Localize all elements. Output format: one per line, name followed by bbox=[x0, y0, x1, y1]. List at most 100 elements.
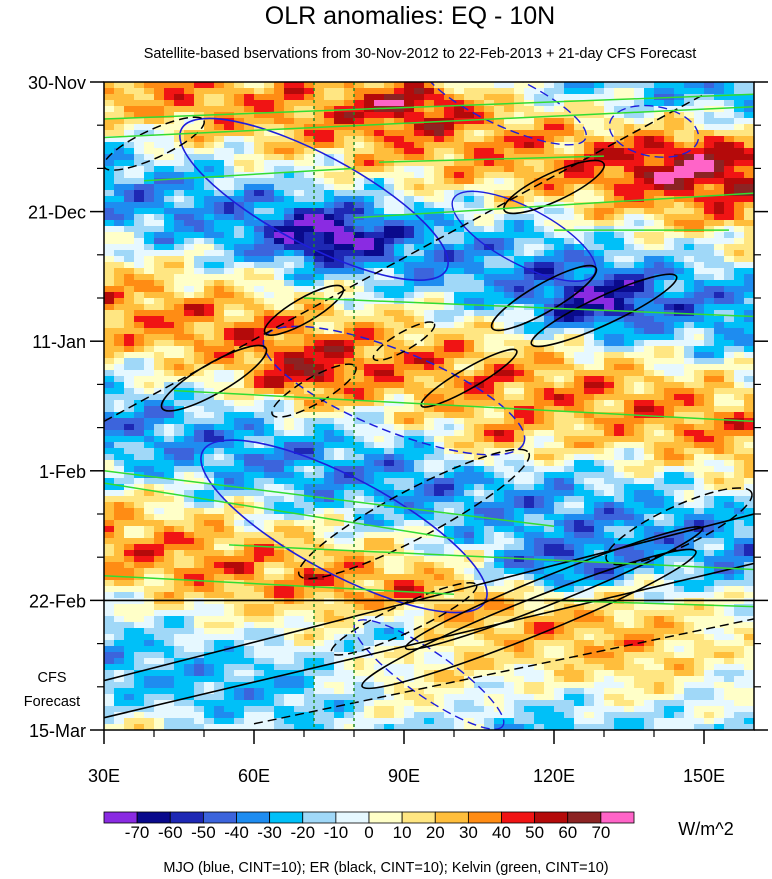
heat-cell bbox=[274, 208, 285, 215]
heat-cell bbox=[384, 388, 395, 395]
heat-cell bbox=[164, 304, 175, 311]
heat-cell bbox=[314, 346, 325, 353]
heat-cell bbox=[344, 178, 355, 185]
heat-cell bbox=[554, 454, 565, 461]
heat-cell bbox=[344, 496, 355, 503]
heat-cell bbox=[114, 280, 125, 287]
heat-cell bbox=[604, 406, 615, 413]
heat-cell bbox=[334, 112, 345, 119]
heat-cell bbox=[674, 202, 685, 209]
heat-cell bbox=[744, 250, 754, 257]
heat-cell bbox=[104, 232, 115, 239]
heat-cell bbox=[134, 184, 145, 191]
heat-cell bbox=[264, 148, 275, 155]
heat-cell bbox=[364, 322, 375, 329]
heat-cell bbox=[414, 442, 425, 449]
heat-cell bbox=[534, 292, 545, 299]
heat-cell bbox=[104, 352, 115, 359]
heat-cell bbox=[564, 250, 575, 257]
heat-cell bbox=[494, 190, 505, 197]
heat-cell bbox=[274, 244, 285, 251]
heat-cell bbox=[294, 274, 305, 281]
heat-cell bbox=[654, 454, 665, 461]
heat-cell bbox=[144, 244, 155, 251]
heat-cell bbox=[574, 136, 585, 143]
heat-cell bbox=[454, 304, 465, 311]
heat-cell bbox=[524, 292, 535, 299]
heat-cell bbox=[304, 94, 315, 101]
heat-cell bbox=[164, 364, 175, 371]
heat-cell bbox=[464, 88, 475, 95]
heat-cell bbox=[204, 430, 215, 437]
heat-cell bbox=[254, 178, 265, 185]
heat-cell bbox=[444, 418, 455, 425]
heat-cell bbox=[384, 424, 395, 431]
heat-cell bbox=[344, 118, 355, 125]
heat-cell bbox=[604, 238, 615, 245]
heat-cell bbox=[364, 220, 375, 227]
heat-cell bbox=[744, 172, 754, 179]
heat-cell bbox=[264, 142, 275, 149]
heat-cell bbox=[664, 526, 675, 533]
heat-cell bbox=[534, 334, 545, 341]
heat-cell bbox=[324, 448, 335, 455]
heat-cell bbox=[474, 148, 485, 155]
heat-cell bbox=[524, 268, 535, 275]
heat-cell bbox=[394, 364, 405, 371]
heat-cell bbox=[604, 286, 615, 293]
heat-cell bbox=[724, 190, 735, 197]
heat-cell bbox=[584, 196, 595, 203]
heat-cell bbox=[614, 142, 625, 149]
heat-cell bbox=[744, 130, 754, 137]
heat-cell bbox=[394, 412, 405, 419]
heat-cell bbox=[484, 514, 495, 521]
heat-cell bbox=[624, 244, 635, 251]
heat-cell bbox=[664, 424, 675, 431]
heat-cell bbox=[494, 178, 505, 185]
heat-cell bbox=[744, 490, 754, 497]
heat-cell bbox=[724, 262, 735, 269]
heat-cell bbox=[454, 466, 465, 473]
heat-cell bbox=[204, 160, 215, 167]
heat-cell bbox=[594, 412, 605, 419]
heat-cell bbox=[734, 526, 745, 533]
heat-cell bbox=[714, 454, 725, 461]
heat-cell bbox=[284, 166, 295, 173]
heat-cell bbox=[684, 118, 695, 125]
heat-cell bbox=[384, 322, 395, 329]
heat-cell bbox=[224, 484, 235, 491]
heat-cell bbox=[154, 448, 165, 455]
heat-cell bbox=[394, 292, 405, 299]
heat-cell bbox=[384, 376, 395, 383]
heat-cell bbox=[504, 142, 515, 149]
heat-cell bbox=[154, 526, 165, 533]
heat-cell bbox=[694, 130, 705, 137]
heat-cell bbox=[554, 508, 565, 515]
heat-cell bbox=[194, 520, 205, 527]
heat-cell bbox=[124, 178, 135, 185]
heat-cell bbox=[294, 412, 305, 419]
heat-cell bbox=[474, 484, 485, 491]
heat-cell bbox=[164, 328, 175, 335]
heat-cell bbox=[444, 364, 455, 371]
heat-cell bbox=[194, 370, 205, 377]
heat-cell bbox=[314, 496, 325, 503]
heat-cell bbox=[724, 430, 735, 437]
heat-cell bbox=[654, 490, 665, 497]
heat-cell bbox=[144, 250, 155, 257]
heat-cell bbox=[304, 100, 315, 107]
heat-cell bbox=[384, 142, 395, 149]
heat-cell bbox=[184, 124, 195, 131]
heat-cell bbox=[434, 478, 445, 485]
heat-cell bbox=[474, 340, 485, 347]
heat-cell bbox=[744, 376, 754, 383]
heat-cell bbox=[474, 430, 485, 437]
heat-cell bbox=[354, 172, 365, 179]
heat-cell bbox=[324, 250, 335, 257]
heat-cell bbox=[674, 124, 685, 131]
heat-cell bbox=[464, 130, 475, 137]
heat-cell bbox=[304, 322, 315, 329]
heat-cell bbox=[504, 124, 515, 131]
heat-cell bbox=[694, 466, 705, 473]
heat-cell bbox=[654, 322, 665, 329]
